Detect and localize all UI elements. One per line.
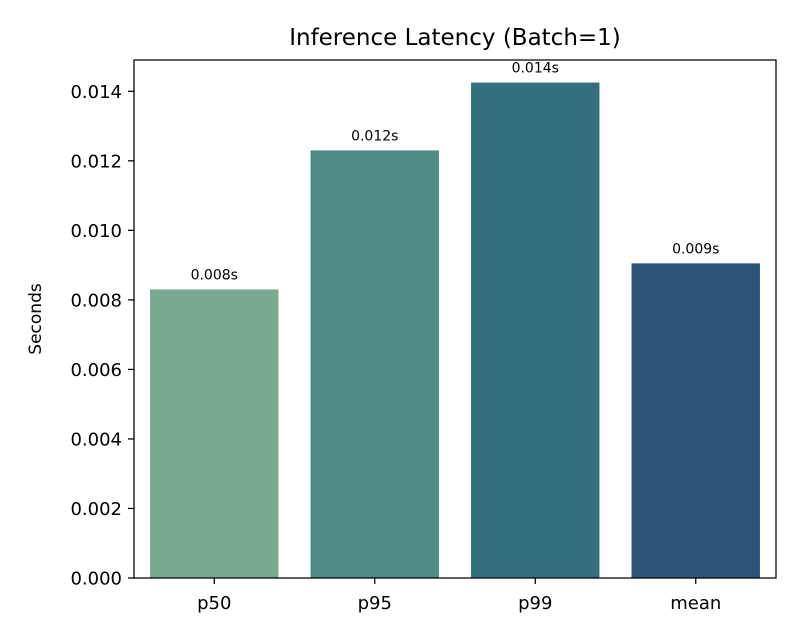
bar-p50: [150, 289, 279, 578]
y-tick-label-6: 0.012: [70, 151, 122, 172]
x-tick-label-p99: p99: [518, 593, 552, 614]
y-axis: 0.000 0.002 0.004 0.006 0.008 0.010 0.012 0.014: [70, 82, 134, 590]
y-tick-label-7: 0.014: [70, 82, 122, 103]
x-tick-label-p95: p95: [358, 593, 392, 614]
data-labels: 0.008s 0.012s 0.014s 0.009s: [191, 61, 720, 284]
data-label-p95: 0.012s: [351, 128, 398, 144]
bar-p99: [471, 82, 600, 578]
y-axis-label: Seconds: [26, 283, 46, 355]
bar-mean: [631, 263, 760, 578]
y-tick-label-1: 0.002: [70, 499, 122, 520]
data-label-p50: 0.008s: [191, 267, 238, 283]
bar-series: [150, 82, 760, 578]
x-tick-label-mean: mean: [670, 593, 721, 614]
plot-frame: [133, 59, 777, 579]
x-tick-label-p50: p50: [197, 593, 231, 614]
y-tick-label-5: 0.010: [70, 221, 122, 242]
bar-p95: [310, 150, 439, 578]
y-tick-label-3: 0.006: [70, 360, 122, 381]
chart-title: Inference Latency (Batch=1): [289, 25, 621, 51]
y-tick-label-2: 0.004: [70, 429, 122, 450]
y-tick-label-4: 0.008: [70, 290, 122, 311]
data-label-p99: 0.014s: [512, 61, 559, 77]
data-label-mean: 0.009s: [672, 241, 719, 257]
y-tick-label-0: 0.000: [70, 569, 122, 590]
x-axis: p50 p95 p99 mean: [197, 578, 721, 614]
